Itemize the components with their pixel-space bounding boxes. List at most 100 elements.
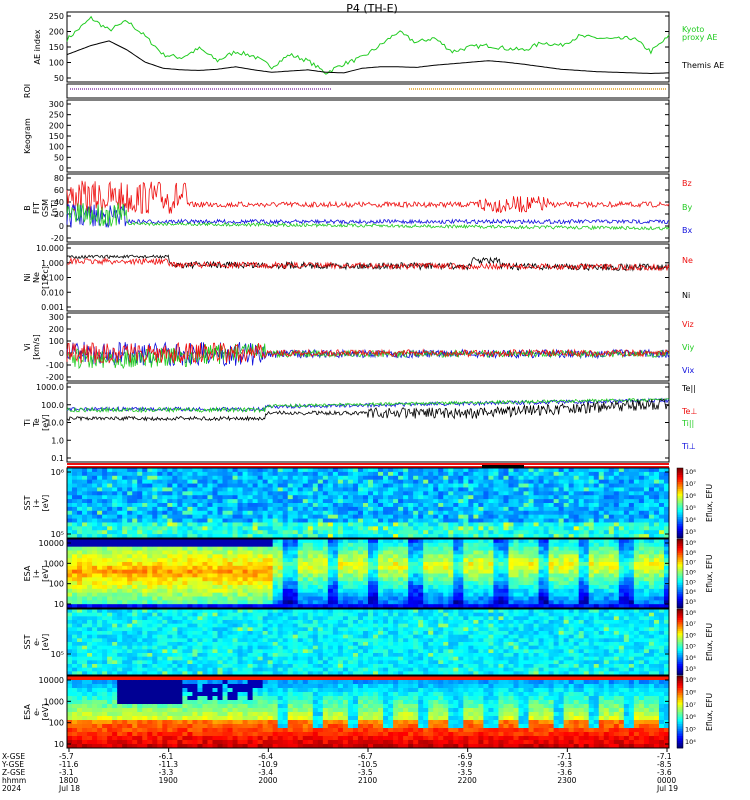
spec2-cell [272, 577, 279, 582]
spec2-cell [468, 546, 474, 551]
spec2-cell [312, 592, 319, 597]
spec1-cell [373, 479, 379, 484]
spec1-cell [383, 514, 389, 519]
spec2-cell [388, 565, 394, 571]
spec2-cell [398, 573, 404, 578]
spec2-cell [618, 577, 625, 582]
spec1-cell [257, 503, 264, 508]
spec2-cell [443, 604, 449, 609]
spec1-cell [167, 491, 173, 496]
spec1-cell [578, 471, 585, 477]
spec2-cell [633, 581, 640, 586]
spec2-cell [307, 558, 314, 563]
spec2-cell [503, 592, 509, 597]
spec1-cell [67, 530, 73, 535]
spec3-cell [122, 634, 128, 639]
spec1-cell [548, 495, 555, 500]
spec2-cell [418, 550, 424, 555]
spec1-cell [292, 506, 299, 512]
spec2-cell [528, 565, 534, 571]
spec1-cell [132, 468, 138, 473]
spec1-cell [478, 522, 484, 527]
spec1-cell [137, 487, 143, 492]
spec2-cell [227, 565, 233, 571]
spec2-cell [488, 604, 494, 609]
spec1-cell [292, 526, 299, 531]
spec3-cell [77, 653, 83, 658]
spec2-cell [568, 546, 575, 551]
spec1-cell [368, 510, 374, 516]
spec2-cell [493, 558, 499, 563]
spec1-cell [483, 510, 489, 516]
spec2-cell [468, 577, 474, 582]
spec3-cell [77, 645, 83, 650]
spec3-cell [142, 627, 148, 632]
spec2-cell [137, 550, 143, 555]
spec3-cell [92, 656, 98, 661]
spec1-cell [217, 479, 223, 484]
spec2-cell [142, 550, 148, 555]
spec3-cell [167, 671, 173, 676]
spec2-cell [548, 577, 555, 582]
spec2-cell [112, 573, 118, 578]
spec1-cell [97, 479, 103, 484]
legend-ne: Ne [682, 256, 693, 265]
spec1-cell [307, 514, 314, 519]
spec3-cell [117, 634, 123, 639]
spec1-cell [438, 471, 444, 477]
spec1-cell [453, 534, 459, 539]
spec3-cell [122, 620, 128, 625]
spec3-cell [167, 645, 173, 650]
spec2-cell [403, 558, 409, 563]
spec2-cell [142, 565, 148, 571]
spec2-cell [97, 588, 103, 594]
spec1-cell [563, 506, 570, 512]
spec1-cell [513, 514, 519, 519]
spec1-cell [528, 514, 534, 519]
spec2-cell [87, 600, 93, 605]
spec1-cell [232, 499, 238, 504]
spec2-cell [613, 554, 620, 559]
spec2-cell [267, 588, 274, 594]
spec2-cell [112, 546, 118, 551]
spec1-cell [167, 483, 173, 488]
spec2-cell [112, 600, 118, 605]
spec2-cell [448, 604, 454, 609]
spec2-cell [217, 554, 223, 559]
spec1-cell [297, 518, 304, 523]
spec2-cell [378, 600, 384, 605]
spec2-cell [438, 569, 444, 574]
spec2-cell [643, 585, 650, 590]
spec3-cell [87, 660, 93, 665]
spec1-cell [593, 503, 600, 508]
spec2-cell [373, 562, 379, 567]
spec2-cell [368, 592, 374, 597]
spec2-cell [297, 550, 304, 555]
spec2-cell [87, 546, 93, 551]
spec2-cell [227, 546, 233, 551]
spec3-cell [157, 620, 163, 625]
spec3-cell [112, 612, 118, 617]
spec2-cell [368, 542, 374, 548]
spec3-cell [107, 634, 113, 639]
spec2-cell [533, 581, 539, 586]
spec1-cell [513, 522, 519, 527]
spec2-cell [468, 539, 474, 544]
spec2-cell [102, 569, 108, 574]
spec3-cell [97, 649, 103, 654]
spec1-cell [177, 526, 183, 531]
spec2-cell [493, 588, 499, 594]
spec1-cell [403, 475, 409, 481]
spec2-cell [312, 569, 319, 574]
spec1-cell [87, 514, 93, 519]
spec1-cell [523, 487, 529, 492]
spec2-cell [77, 550, 83, 555]
spec2-cell [548, 600, 555, 605]
spec1-cell [543, 475, 549, 481]
spec2-cell [488, 592, 494, 597]
spec2-cell [658, 600, 665, 605]
spec2-cell [172, 565, 178, 571]
spec2-cell [428, 588, 434, 594]
spec2-cell [67, 569, 73, 574]
spec3-cell [152, 667, 158, 672]
